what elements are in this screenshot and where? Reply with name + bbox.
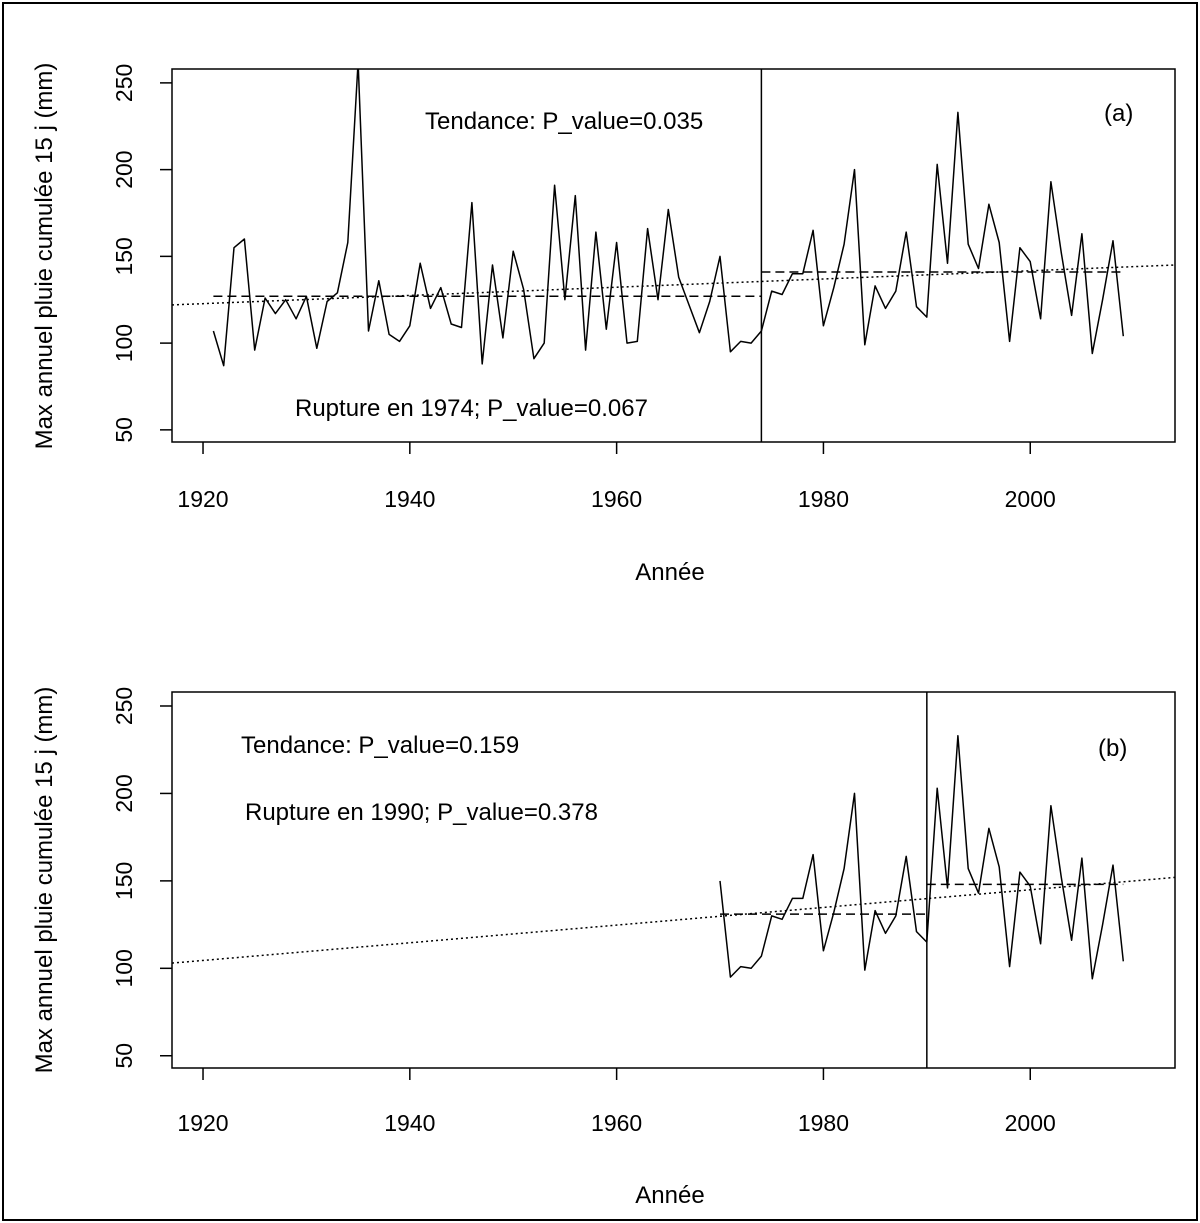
rupture-annotation-a: Rupture en 1974; P_value=0.067: [295, 395, 648, 422]
x-tick-label: 1920: [177, 486, 228, 512]
y-tick-label: 50: [111, 1043, 137, 1069]
y-tick-label: 150: [111, 237, 137, 275]
x-axis-title-b: Année: [635, 1182, 704, 1209]
panel-label-a: (a): [1104, 100, 1133, 127]
trend-line: [172, 264, 1175, 306]
x-axis-title-a: Année: [635, 559, 704, 586]
plot-box-a: [171, 68, 1176, 443]
y-axis-title-a: Max annuel pluie cumulée 15 j (mm): [31, 63, 58, 450]
observed-series-line: [719, 734, 1125, 980]
x-axis-a: 1920 1940 1960 1980 2000: [177, 442, 1056, 512]
y-tick-label: 100: [111, 324, 137, 362]
panel-label-b: (b): [1098, 735, 1127, 762]
panel-a: 1920 1940 1960 1980 2000 50 100 150 200 250 Tend…: [31, 63, 1176, 586]
x-tick-label: 1940: [384, 1110, 435, 1136]
x-tick-label: 1960: [591, 1110, 642, 1136]
y-tick-label: 250: [111, 64, 137, 102]
y-axis-b: 50 100 150 200 250: [111, 687, 172, 1069]
panel-b: 1920 1940 1960 1980 2000 50 100 150 200 250 Tend…: [31, 687, 1176, 1209]
y-tick-label: 100: [111, 949, 137, 987]
y-tick-label: 200: [111, 150, 137, 188]
trend-annotation-b: Tendance: P_value=0.159: [241, 732, 519, 759]
y-axis-a: 50 100 150 200 250: [111, 64, 172, 443]
x-tick-label: 1980: [798, 486, 849, 512]
x-tick-label: 1920: [177, 1110, 228, 1136]
series-layer-a: [172, 69, 1175, 367]
x-tick-label: 2000: [1005, 486, 1056, 512]
rupture-annotation-b: Rupture en 1990; P_value=0.378: [245, 799, 598, 826]
plot-box-b: [171, 691, 1176, 1069]
x-tick-label: 2000: [1005, 1110, 1056, 1136]
x-tick-label: 1940: [384, 486, 435, 512]
y-tick-label: 50: [111, 417, 137, 443]
x-tick-label: 1960: [591, 486, 642, 512]
y-tick-label: 200: [111, 774, 137, 812]
x-tick-label: 1980: [798, 1110, 849, 1136]
y-axis-title-b: Max annuel pluie cumulée 15 j (mm): [31, 687, 58, 1074]
observed-series-line: [212, 69, 1125, 367]
trend-line: [172, 876, 1175, 964]
trend-annotation-a: Tendance: P_value=0.035: [425, 108, 703, 135]
y-tick-label: 250: [111, 687, 137, 725]
y-tick-label: 150: [111, 862, 137, 900]
series-layer-b: [172, 734, 1175, 980]
x-axis-b: 1920 1940 1960 1980 2000: [177, 1068, 1056, 1136]
